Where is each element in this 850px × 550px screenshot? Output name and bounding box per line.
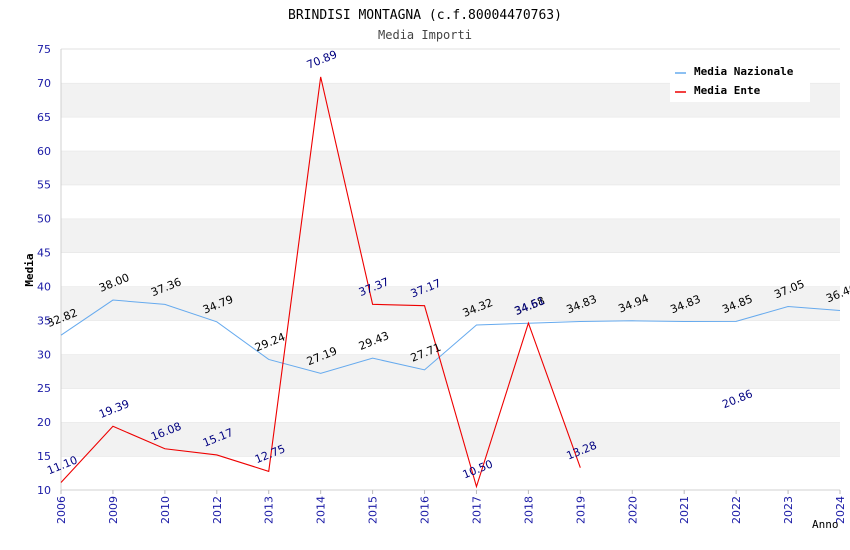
x-tick-label: 2022 — [730, 496, 743, 524]
legend-box — [670, 60, 810, 102]
grid-band — [61, 184, 840, 219]
x-tick-label: 2012 — [211, 496, 224, 524]
chart-subtitle: Media Importi — [378, 28, 472, 42]
y-tick-label: 30 — [37, 348, 51, 361]
series-line-media-nazionale — [60, 299, 841, 374]
x-tick-label: 2006 — [55, 496, 68, 524]
grid-band — [61, 252, 840, 287]
x-tick-label: 2019 — [574, 496, 587, 524]
y-axis-label: Media — [23, 253, 36, 286]
x-axis-label: Anno — [812, 518, 839, 531]
y-tick-label: 50 — [37, 213, 51, 226]
grid-band — [61, 218, 840, 253]
x-tick-label: 2014 — [315, 496, 328, 524]
grid-band — [61, 456, 840, 490]
legend-label-media-nazionale: Media Nazionale — [694, 65, 794, 78]
y-tick-label: 60 — [37, 145, 51, 158]
x-tick-label: 2009 — [107, 496, 120, 524]
y-tick-label: 55 — [37, 179, 51, 192]
grid-band — [61, 354, 840, 389]
x-tick-label: 2018 — [522, 496, 535, 524]
y-tick-label: 20 — [37, 416, 51, 429]
legend: Media Nazionale Media Ente — [670, 60, 810, 102]
grid-band — [61, 116, 840, 151]
chart-title: BRINDISI MONTAGNA (c.f.80004470763) — [288, 8, 562, 23]
y-tick-label: 15 — [37, 450, 51, 463]
y-tick-label: 10 — [37, 484, 51, 497]
y-tick-label: 25 — [37, 382, 51, 395]
grid-band — [61, 388, 840, 423]
axes: 10 15 20 25 30 35 40 45 50 55 60 65 70 75 2006 2009 2010… — [37, 43, 847, 524]
grid-band — [61, 320, 840, 355]
y-tick-label: 70 — [37, 77, 51, 90]
x-tick-label: 2024 — [834, 496, 847, 524]
y-tick-label: 40 — [37, 280, 51, 293]
grid-band — [61, 286, 840, 321]
x-tick-label: 2017 — [470, 496, 483, 524]
legend-label-media-ente: Media Ente — [694, 84, 761, 97]
series-lines — [60, 76, 841, 489]
x-tick-label: 2013 — [263, 496, 276, 524]
y-tick-label: 75 — [37, 43, 51, 56]
x-tick-label: 2021 — [678, 496, 691, 524]
y-tick-label: 35 — [37, 314, 51, 327]
y-tick-label: 65 — [37, 111, 51, 124]
x-tick-label: 2016 — [419, 496, 432, 524]
x-tick-label: 2023 — [782, 496, 795, 524]
x-tick-label: 2020 — [626, 496, 639, 524]
grid-band — [61, 150, 840, 185]
x-tick-label: 2015 — [367, 496, 380, 524]
series-line-media-ente — [60, 76, 581, 489]
grid-band — [61, 422, 840, 457]
y-tick-label: 45 — [37, 247, 51, 260]
x-tick-label: 2010 — [159, 496, 172, 524]
